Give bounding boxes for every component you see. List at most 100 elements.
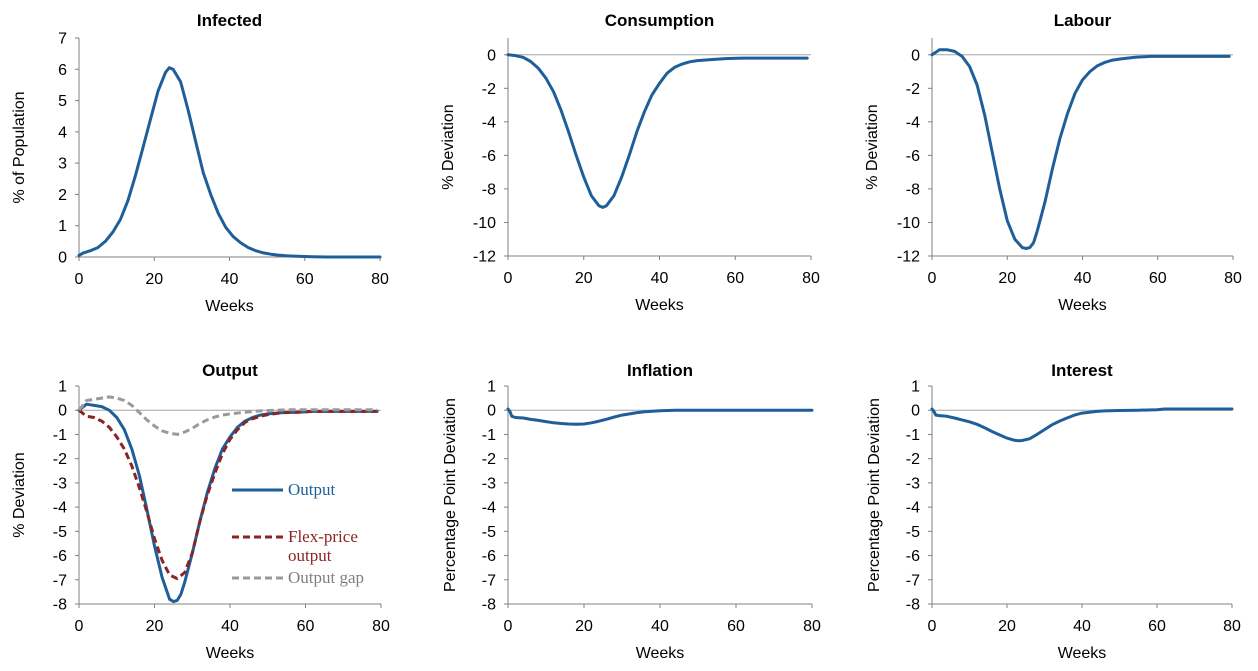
y-tick-label: 7 [58,31,67,48]
y-tick-label: -1 [482,427,496,444]
y-tick-label: 3 [58,156,67,173]
y-axis-label: Percentage Point Deviation [866,398,883,592]
y-tick-label: -8 [482,181,496,198]
x-axis-label: Weeks [636,645,685,662]
y-tick-label: -2 [906,81,920,98]
x-tick-label: 40 [1073,618,1091,635]
y-tick-label: -2 [482,451,496,468]
y-tick-label: -3 [482,475,496,492]
chart-title: Inflation [627,361,693,380]
y-tick-label: -6 [906,548,920,565]
x-tick-label: 0 [928,618,937,635]
y-tick-label: -10 [897,215,920,232]
y-tick-label: 1 [58,218,67,235]
series-line-1 [506,53,809,209]
y-tick-label: -12 [473,249,496,266]
x-tick-label: 60 [296,271,314,288]
chart-output: Output 1 0 -1 -2 -3 -4 -5 -6 -7 -8 0 20 40 60 80 Weeks % … [11,361,390,662]
x-tick-label: 0 [75,271,84,288]
y-tick-label: -10 [473,215,496,232]
x-tick-label: 80 [1223,618,1241,635]
y-axis-label: % of Population [11,91,28,203]
y-tick-label: -2 [53,451,67,468]
x-tick-label: 20 [575,270,593,287]
x-tick-label: 40 [221,618,239,635]
series-line-1 [506,407,814,426]
x-tick-label: 40 [221,271,239,288]
y-tick-label: 2 [58,187,67,204]
y-tick-label: 0 [58,403,67,420]
chart-title: Infected [197,11,262,30]
x-tick-label: 60 [727,618,745,635]
chart-title: Consumption [605,11,715,30]
y-tick-label: -3 [53,475,67,492]
y-tick-label: -5 [482,524,496,541]
y-tick-label: 1 [911,379,920,396]
x-tick-label: 0 [75,618,84,635]
y-tick-label: -1 [906,427,920,444]
chart-labour: Labour 0 -2 -4 -6 -8 -10 -12 0 20 40 60 80 Weeks % Dev… [864,11,1242,314]
legend: Output Flex-price output Output gap [232,480,364,587]
x-tick-label: 20 [575,618,593,635]
y-tick-label: -12 [897,249,920,266]
y-tick-label: -4 [906,500,920,517]
y-tick-label: -4 [53,500,67,517]
x-axis-label: Weeks [1058,297,1107,314]
y-tick-label: 0 [58,250,67,267]
y-tick-label: -7 [482,572,496,589]
chart-consumption: Consumption 0 -2 -4 -6 -8 -10 -12 0 20 40 60 80 Weeks… [440,11,820,314]
y-tick-label: 0 [911,47,920,64]
y-tick-label: 1 [58,379,67,396]
x-tick-label: 80 [1224,270,1242,287]
chart-interest: Interest 1 0 -1 -2 -3 -4 -5 -6 -7 -8 0 20 40 60 80 Weeks… [866,361,1241,662]
x-tick-label: 60 [297,618,315,635]
y-tick-label: -8 [482,597,496,614]
chart-infected: Infected 0 1 2 3 4 5 6 7 0 20 40 60 80 Weeks % of Popul… [11,11,389,315]
x-axis-label: Weeks [635,297,684,314]
legend-label-flex-price-output: Flex-price output [288,527,358,565]
y-tick-label: 1 [487,379,496,396]
y-tick-label: 6 [58,62,67,79]
x-tick-label: 0 [504,618,513,635]
x-tick-label: 20 [998,618,1016,635]
y-tick-label: -8 [906,181,920,198]
y-axis-label: % Deviation [11,452,28,537]
series-line-1 [930,407,1234,443]
x-tick-label: 20 [146,618,164,635]
x-tick-label: 40 [1074,270,1092,287]
x-tick-label: 20 [998,270,1016,287]
y-tick-label: -7 [906,572,920,589]
x-tick-label: 60 [1148,618,1166,635]
y-tick-label: -5 [906,524,920,541]
chart-title: Interest [1051,361,1113,380]
y-tick-label: -2 [906,451,920,468]
y-tick-label: -6 [906,148,920,165]
y-tick-label: -4 [482,114,496,131]
y-tick-label: 0 [911,403,920,420]
legend-label-output: Output [288,480,336,499]
x-tick-label: 80 [803,618,821,635]
x-tick-label: 20 [145,271,163,288]
y-tick-label: 4 [58,124,67,141]
series-line-1 [77,66,382,259]
x-tick-label: 60 [1149,270,1167,287]
y-tick-label: -8 [906,597,920,614]
x-axis-label: Weeks [1058,645,1107,662]
x-tick-label: 80 [372,618,390,635]
y-tick-label: 0 [487,47,496,64]
x-tick-label: 40 [651,618,669,635]
y-tick-label: -4 [906,114,920,131]
series-line-flex-price-output [78,409,378,581]
chart-inflation: Inflation 1 0 -1 -2 -3 -4 -5 -6 -7 -8 0 20 40 60 80 Week… [442,361,821,662]
legend-label-output-gap: Output gap [288,568,364,587]
y-tick-label: -6 [53,548,67,565]
x-tick-label: 0 [504,270,513,287]
x-axis-label: Weeks [205,298,254,315]
y-tick-label: -6 [482,548,496,565]
y-axis-label: % Deviation [440,104,457,189]
x-tick-label: 40 [651,270,669,287]
chart-title: Output [202,361,258,380]
chart-title: Labour [1054,11,1112,30]
y-axis-label: % Deviation [864,104,881,189]
